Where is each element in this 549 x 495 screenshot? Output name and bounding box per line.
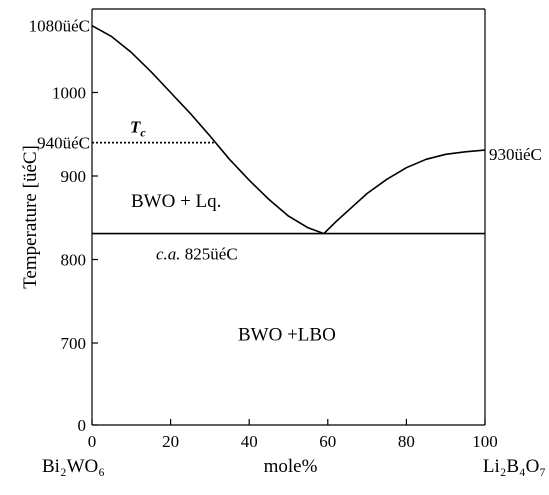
y-axis-title: Temperature [üéC] [20,145,41,289]
left-endmember-label: Bi₂WO₆ [42,456,105,477]
annotation-1080: 1080üéC [29,17,90,36]
region-label-lower: BWO +LBO [238,325,336,346]
x-tick-label: 0 [88,432,97,451]
annotation-eutectic-value: 825üéC [185,245,238,264]
annotation-940: 940üéC [37,134,90,153]
annotation-tc-main: T [130,118,141,137]
annotation-930: 930üéC [489,145,542,164]
x-axis-title: mole% [264,456,318,477]
y-tick-label: 0 [78,416,87,435]
annotation-tc-sub: c [140,126,146,140]
x-tick-label: 40 [241,432,258,451]
x-tick-label: 80 [398,432,415,451]
annotation-eutectic-italic: c.a. [156,245,181,264]
annotation-tc: Tc [130,118,146,140]
x-tick-label: 60 [319,432,336,451]
y-tick-label: 900 [61,167,87,186]
text-labels: Temperature [üéC] mole% Bi₂WO₆ Li₂B₄O₇ 1… [20,17,546,477]
right-endmember-label: Li₂B₄O₇ [483,456,546,477]
series-layer [91,25,486,235]
y-tick-label: 1000 [52,84,86,103]
series-line-0 [91,25,325,235]
x-tick-label: 100 [472,432,498,451]
plot-frame [91,8,486,426]
series-line-1 [323,149,486,235]
x-tick-label: 20 [162,432,179,451]
annotation-eutectic: c.a. 825üéC [156,245,238,264]
y-tick-label: 700 [61,334,87,353]
y-tick-label: 800 [61,251,87,270]
region-label-upper: BWO + Lq. [131,191,221,212]
